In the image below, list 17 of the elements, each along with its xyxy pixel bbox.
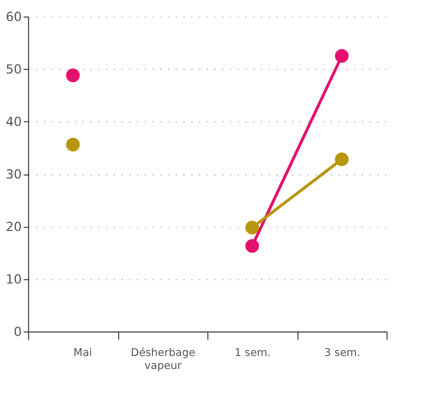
point (334, 49, 349, 63)
point (66, 138, 80, 152)
y-tick-label: 50 (6, 61, 22, 76)
point (334, 152, 349, 166)
point (245, 220, 260, 234)
x-tick-label: 3 sem. (324, 346, 360, 360)
point (66, 68, 80, 82)
y-tick-label: 30 (6, 166, 22, 182)
point (245, 239, 260, 253)
x-tick-label: Mai (73, 346, 92, 360)
y-tick-label: 0 (14, 324, 22, 339)
y-tick-label: 10 (6, 271, 22, 286)
y-tick-label: 40 (6, 114, 22, 129)
y-tick-label: 20 (6, 218, 22, 234)
y-tick-label: 60 (6, 8, 22, 24)
x-tick-label: Désherbage vapeur (130, 346, 196, 372)
x-tick-label: 1 sem. (234, 346, 271, 360)
